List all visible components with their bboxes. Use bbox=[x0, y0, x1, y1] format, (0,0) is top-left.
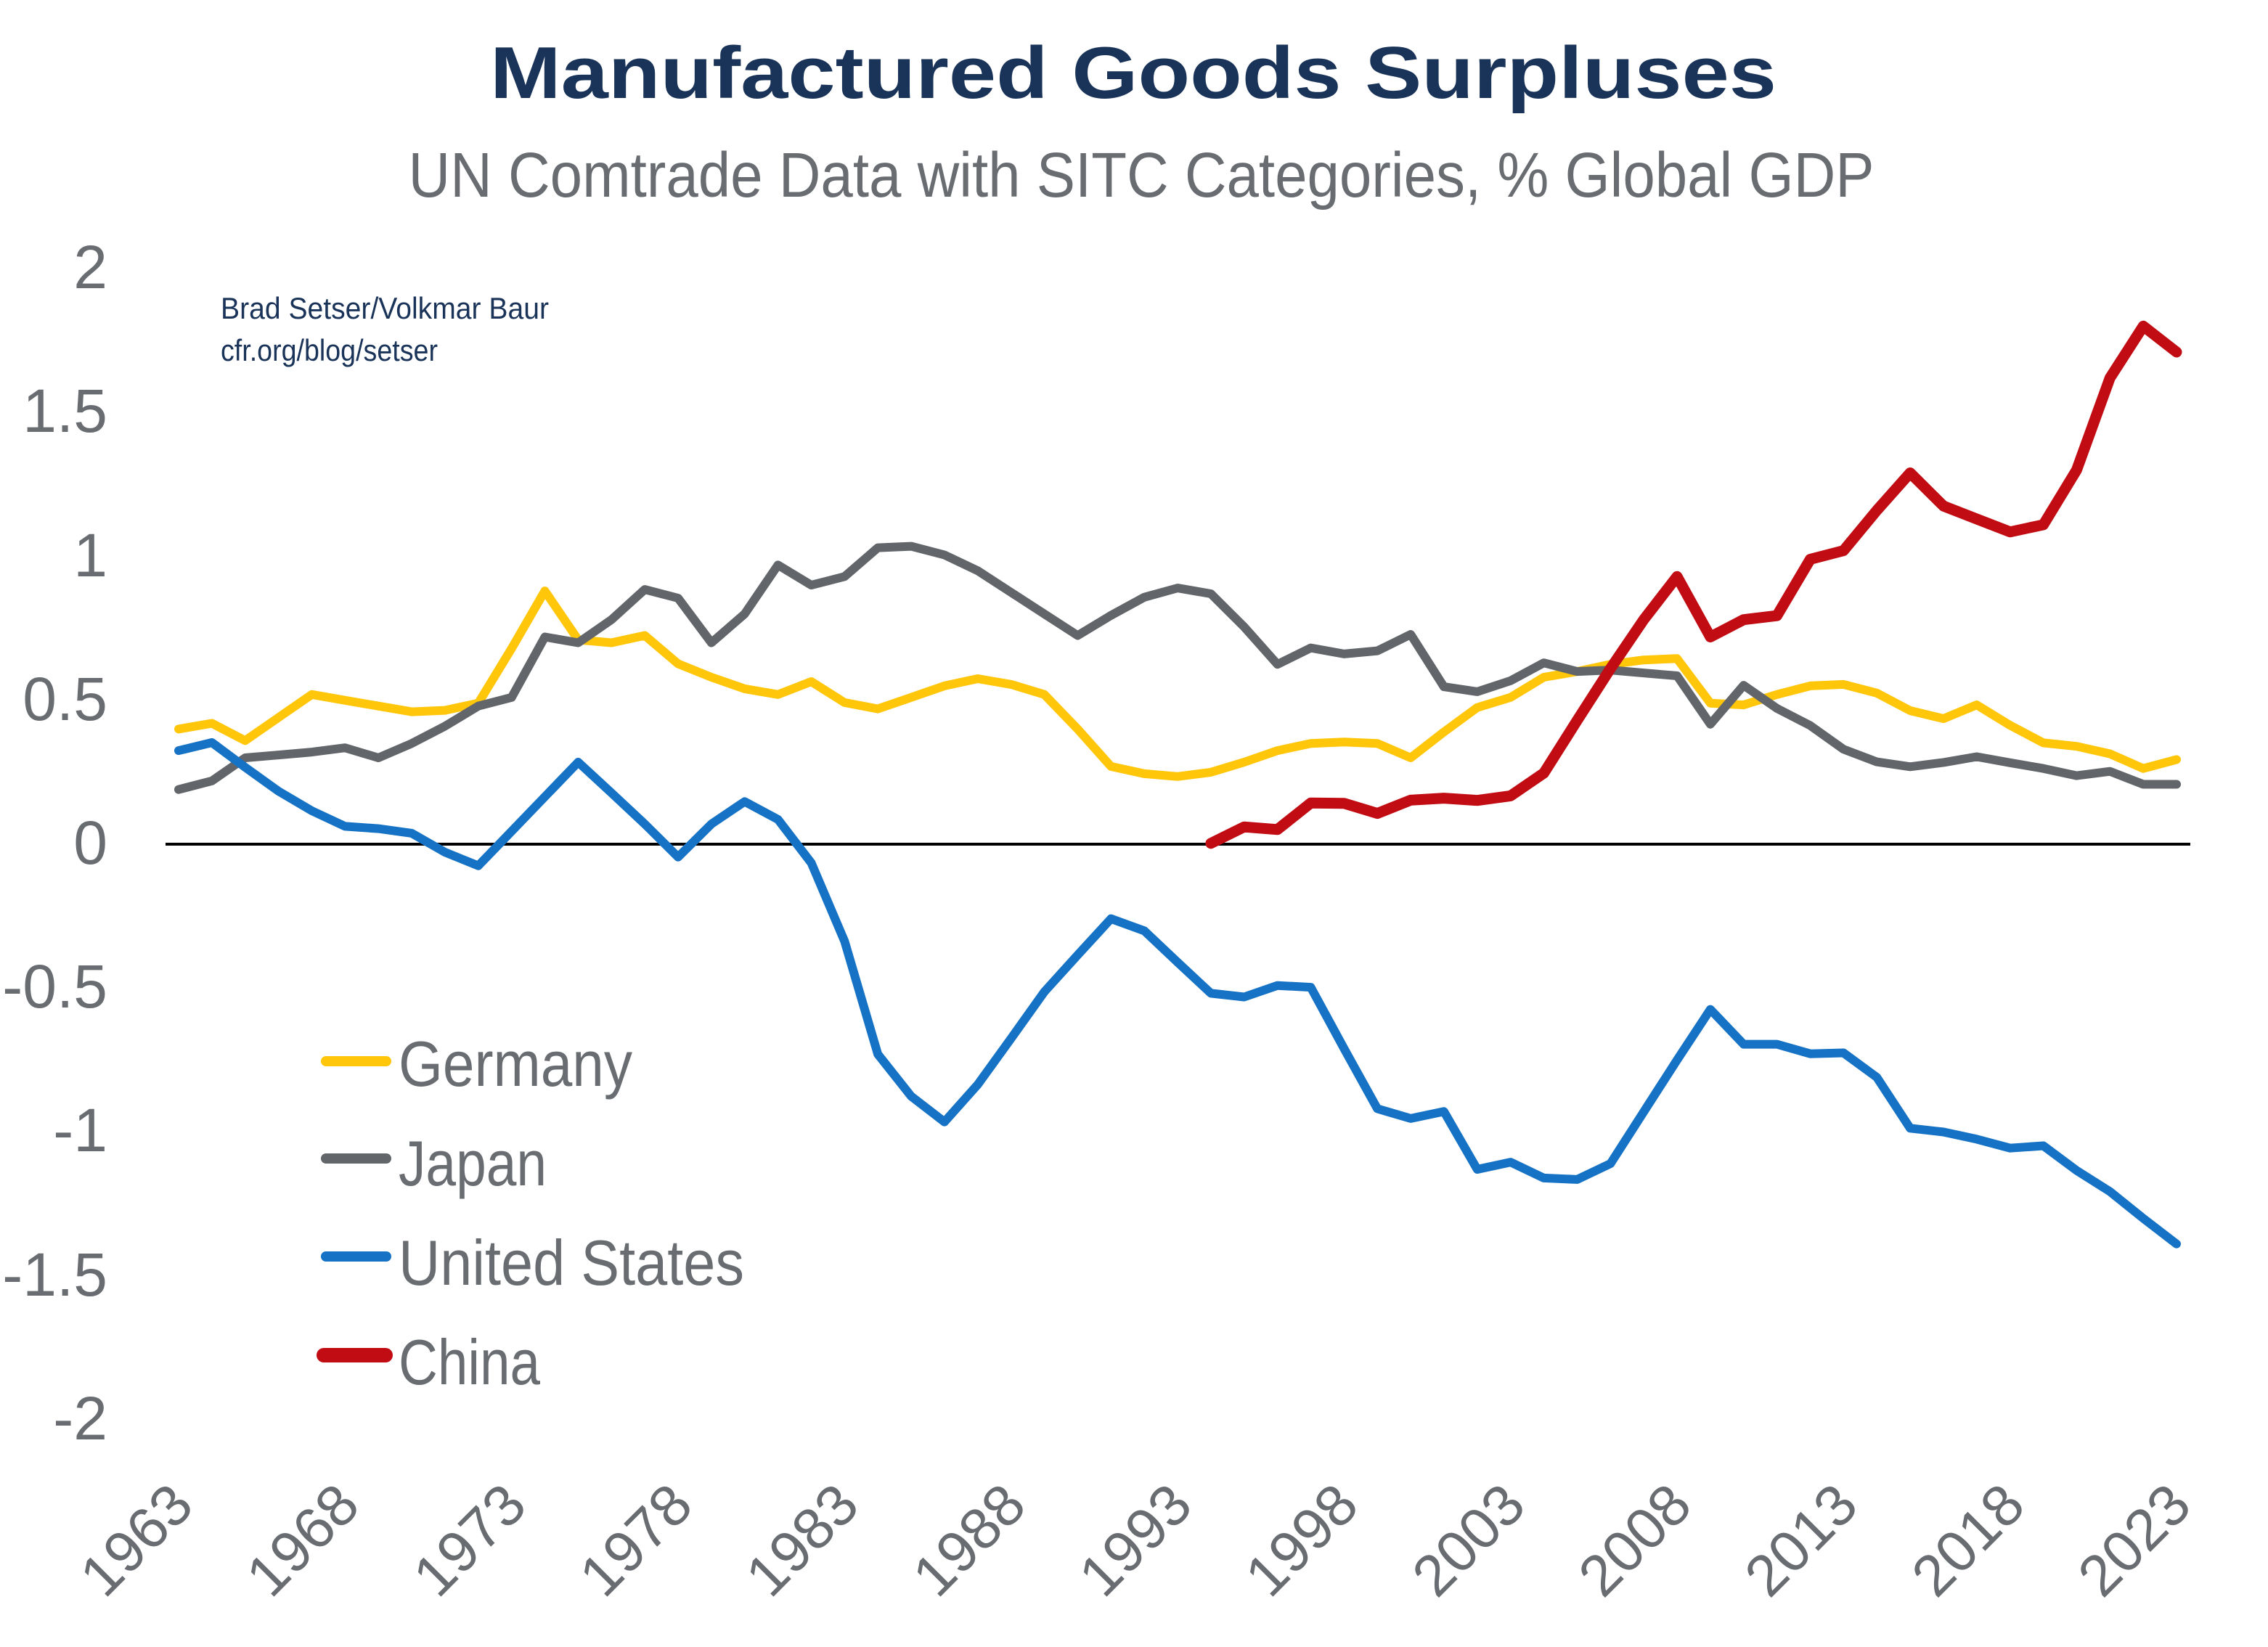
svg-text:1: 1 bbox=[73, 521, 107, 589]
svg-text:Germany: Germany bbox=[399, 1028, 632, 1100]
svg-text:-1.5: -1.5 bbox=[2, 1241, 107, 1309]
svg-text:-1: -1 bbox=[53, 1096, 107, 1164]
svg-text:cfr.org/blog/setser: cfr.org/blog/setser bbox=[221, 333, 438, 367]
svg-text:1.5: 1.5 bbox=[23, 377, 107, 445]
svg-text:2: 2 bbox=[73, 233, 107, 301]
svg-text:0.5: 0.5 bbox=[23, 665, 107, 733]
svg-text:China: China bbox=[399, 1326, 540, 1398]
svg-text:0: 0 bbox=[73, 809, 107, 877]
svg-text:Manufactured Goods Surpluses: Manufactured Goods Surpluses bbox=[490, 33, 1777, 114]
svg-text:-2: -2 bbox=[53, 1384, 107, 1452]
svg-text:-0.5: -0.5 bbox=[2, 952, 107, 1021]
svg-text:UN Comtrade Data with SITC Cat: UN Comtrade Data with SITC Categories, %… bbox=[409, 140, 1875, 211]
svg-text:United States: United States bbox=[399, 1227, 744, 1299]
svg-text:Japan: Japan bbox=[399, 1127, 547, 1199]
svg-text:Brad Setser/Volkmar Baur: Brad Setser/Volkmar Baur bbox=[221, 291, 549, 325]
